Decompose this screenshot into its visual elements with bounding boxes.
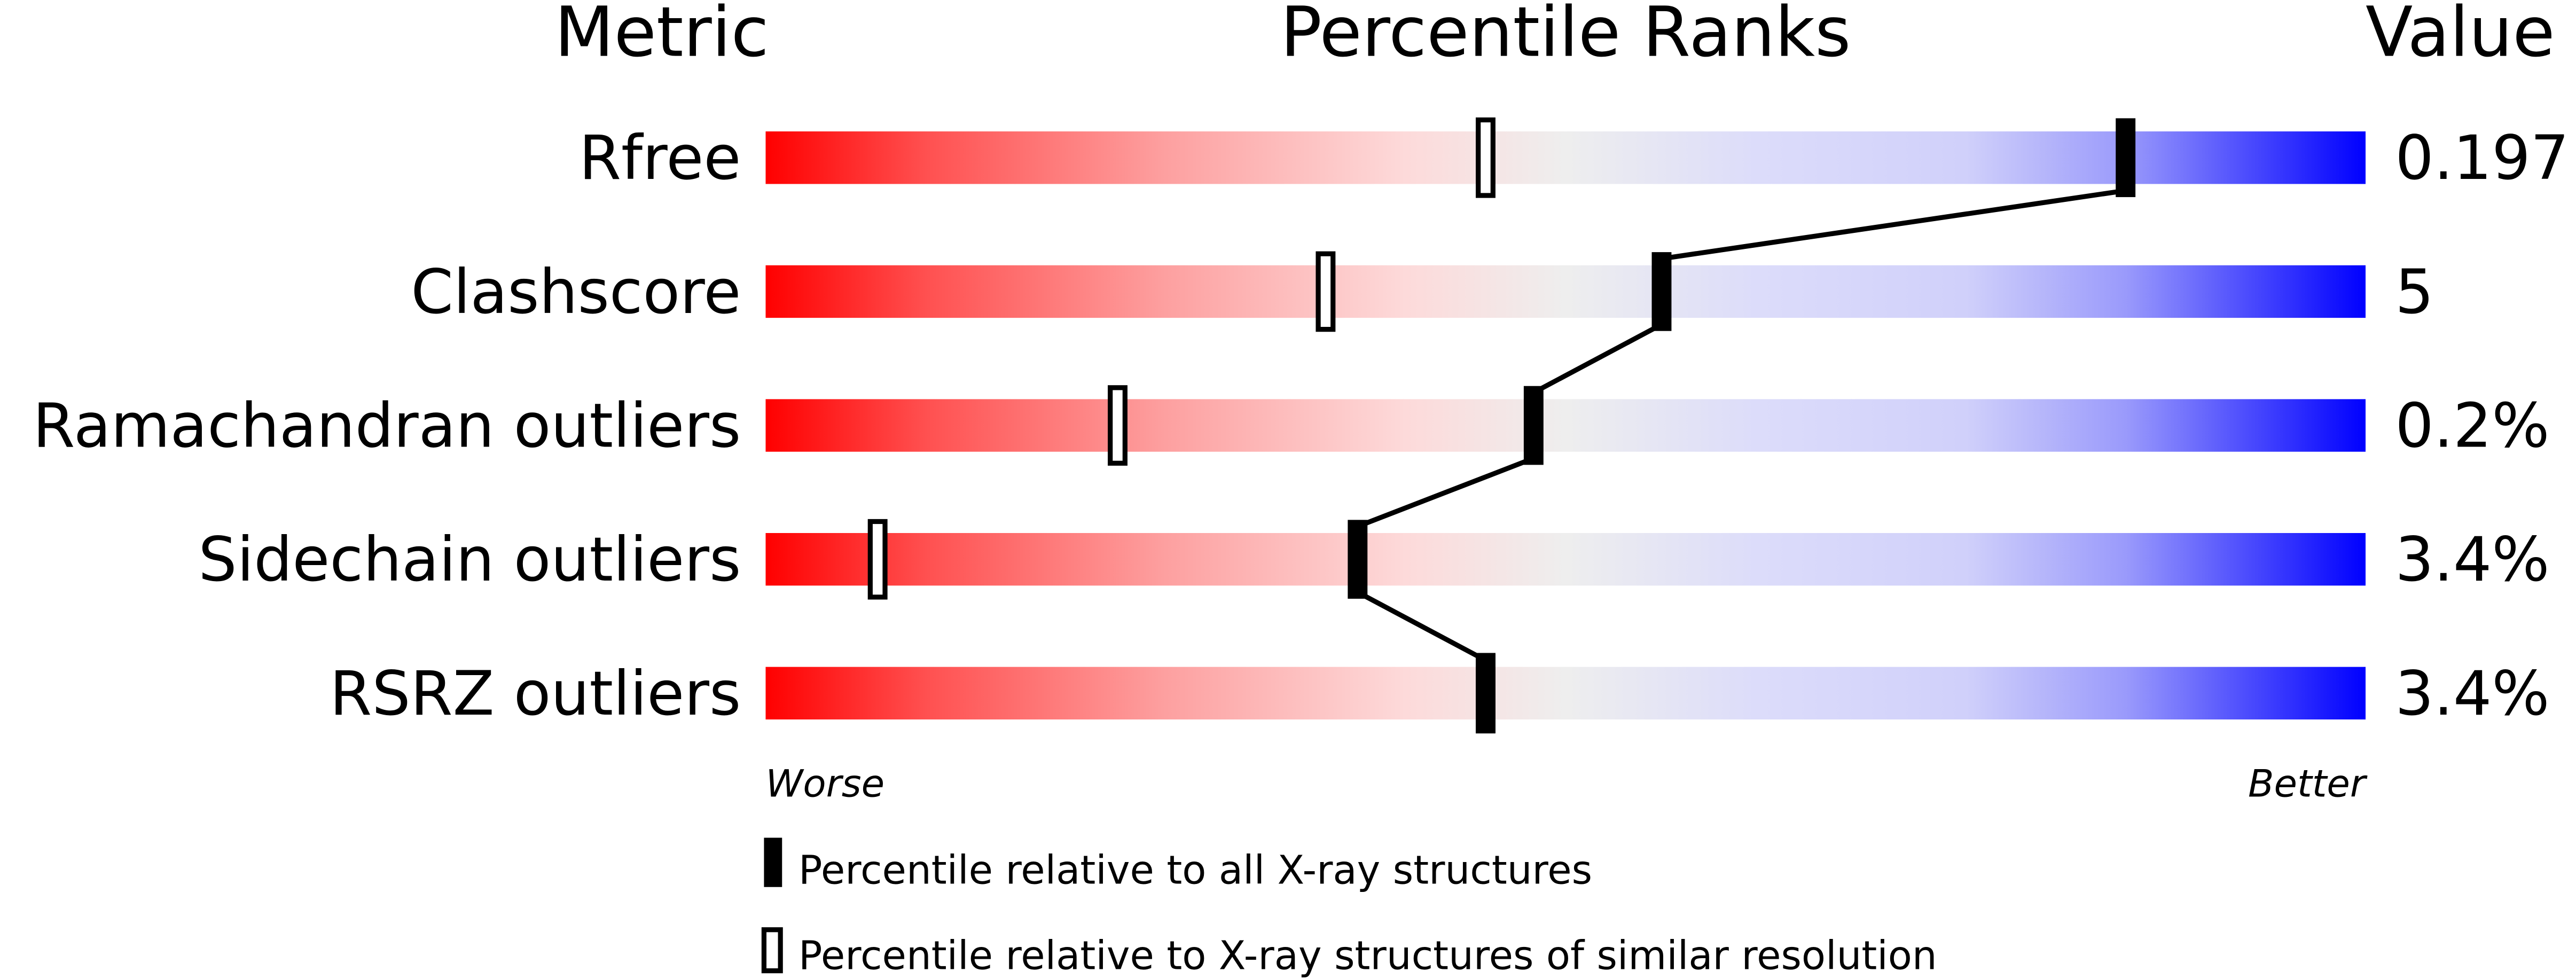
marker-all-structures	[1523, 386, 1544, 465]
connector-line	[1356, 590, 1487, 663]
header-metric: Metric	[554, 0, 769, 73]
metric-value: 3.4%	[2395, 524, 2549, 595]
metric-label: Clashscore	[411, 256, 741, 327]
marker-similar-resolution	[867, 519, 888, 600]
marker-similar-resolution	[1108, 385, 1128, 466]
marker-similar-resolution	[1316, 251, 1336, 332]
axis-label-worse: Worse	[765, 762, 884, 806]
metric-value: 5	[2395, 256, 2433, 327]
metric-value: 0.197	[2395, 122, 2569, 193]
marker-all-structures	[1476, 654, 1496, 733]
marker-all-structures	[1651, 252, 1672, 331]
percentile-bar	[765, 131, 2366, 184]
connector-line	[1357, 456, 1535, 529]
metric-value: 0.2%	[2395, 390, 2549, 461]
marker-all-structures	[1348, 520, 1368, 599]
percentile-bar	[765, 533, 2366, 586]
marker-similar-resolution	[1476, 117, 1496, 198]
percentile-bar	[765, 667, 2366, 720]
header-percentile-ranks: Percentile Ranks	[1280, 0, 1851, 73]
percentile-bar	[765, 265, 2366, 318]
legend-label-similar: Percentile relative to X-ray structures …	[798, 933, 1937, 979]
marker-all-structures	[2116, 118, 2136, 198]
legend-filled-marker	[764, 837, 782, 887]
metric-label: Sidechain outliers	[198, 524, 741, 595]
metric-value: 3.4%	[2395, 658, 2549, 729]
metric-label: RSRZ outliers	[330, 658, 741, 729]
legend-label-all: Percentile relative to all X-ray structu…	[798, 848, 1592, 894]
connector-line	[1661, 188, 2126, 261]
percentile-bar	[765, 399, 2366, 452]
connector-line	[1532, 322, 1663, 395]
axis-label-better: Better	[2248, 762, 2368, 806]
metric-label: Rfree	[579, 122, 741, 193]
metric-label: Ramachandran outliers	[33, 390, 741, 461]
header-value: Value	[2366, 0, 2555, 73]
legend-open-marker	[761, 927, 783, 974]
